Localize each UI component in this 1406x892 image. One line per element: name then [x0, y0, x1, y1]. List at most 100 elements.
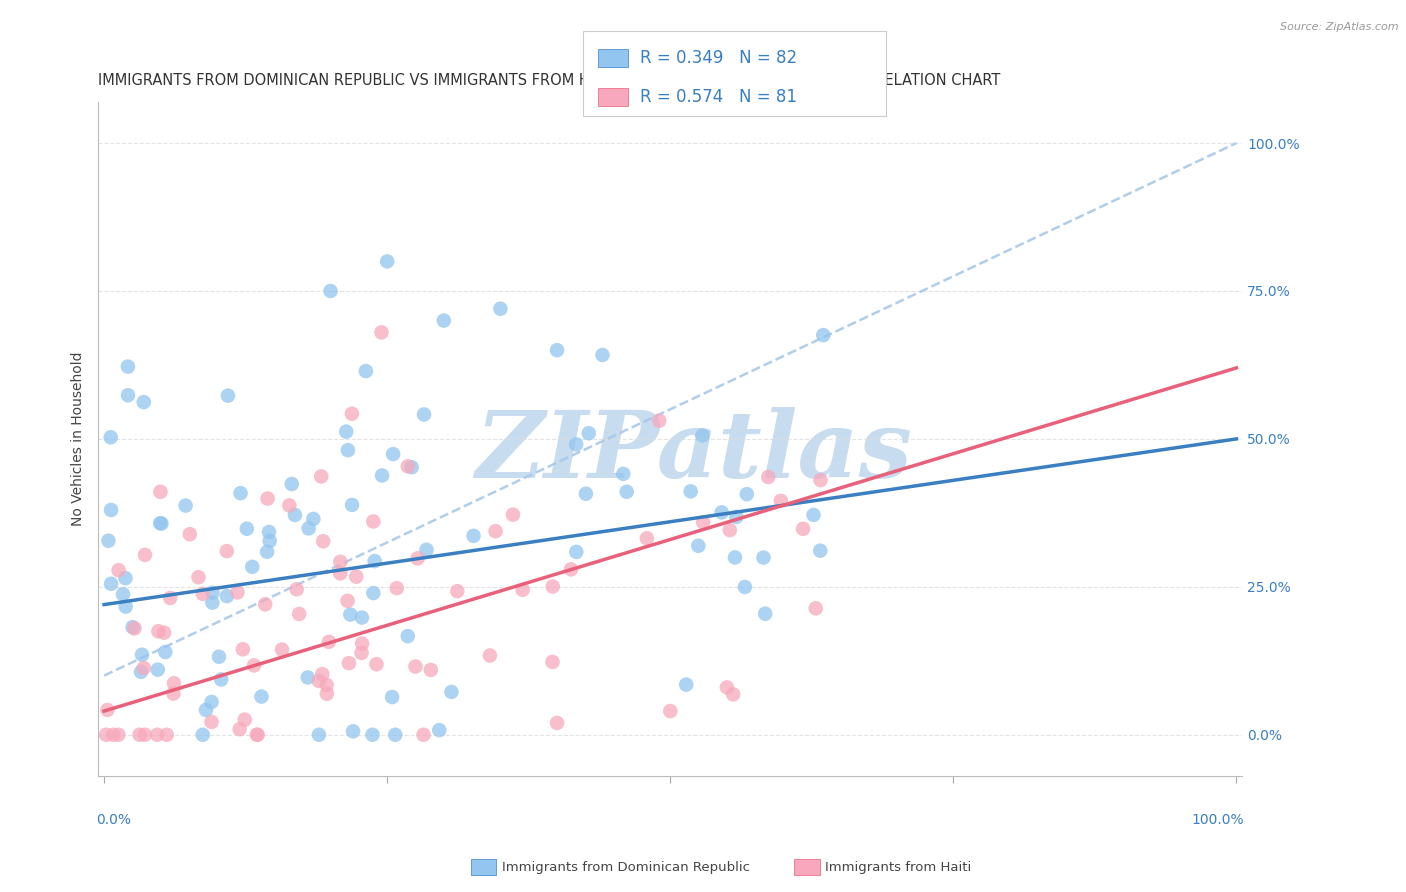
Point	[769, 493, 792, 508]
Point	[363, 554, 385, 568]
Point	[792, 522, 814, 536]
Point	[100, 576, 122, 591]
Point	[97, 533, 120, 548]
Point	[132, 661, 155, 675]
Point	[208, 649, 231, 664]
Point	[200, 695, 222, 709]
Point	[440, 685, 463, 699]
Point	[803, 508, 825, 522]
Point	[350, 646, 373, 660]
Point	[385, 581, 408, 595]
Point	[200, 714, 222, 729]
Point	[285, 582, 308, 597]
Point	[734, 580, 756, 594]
Point	[502, 508, 524, 522]
Point	[648, 414, 671, 428]
Point	[412, 728, 434, 742]
Point	[117, 359, 139, 374]
Point	[350, 610, 373, 624]
Point	[354, 364, 377, 378]
Point	[725, 509, 748, 524]
Point	[232, 642, 254, 657]
Point	[463, 529, 485, 543]
Point	[187, 570, 209, 584]
Text: IMMIGRANTS FROM DOMINICAN REPUBLIC VS IMMIGRANTS FROM HAITI NO VEHICLES IN HOUSE: IMMIGRANTS FROM DOMINICAN REPUBLIC VS IM…	[98, 73, 1001, 88]
Point	[278, 499, 301, 513]
Point	[288, 607, 311, 621]
Point	[250, 690, 273, 704]
Text: R = 0.349   N = 82: R = 0.349 N = 82	[640, 49, 797, 67]
Point	[340, 407, 363, 421]
Point	[575, 487, 598, 501]
Point	[810, 473, 832, 487]
Point	[735, 487, 758, 501]
Point	[541, 655, 564, 669]
Point	[311, 667, 333, 681]
Point	[236, 522, 259, 536]
Point	[96, 703, 118, 717]
Point	[246, 728, 269, 742]
Point	[107, 563, 129, 577]
Point	[149, 484, 172, 499]
Point	[114, 599, 136, 614]
Point	[675, 677, 697, 691]
Text: Immigrants from Dominican Republic: Immigrants from Dominican Republic	[502, 861, 749, 873]
Point	[259, 533, 281, 548]
Point	[352, 636, 374, 650]
Point	[217, 389, 239, 403]
Point	[117, 388, 139, 402]
Point	[366, 657, 388, 672]
Point	[163, 676, 186, 690]
Point	[659, 704, 682, 718]
Point	[150, 516, 173, 531]
Text: ZIPatlas: ZIPatlas	[475, 408, 911, 498]
Point	[243, 658, 266, 673]
Point	[363, 515, 385, 529]
Point	[382, 447, 405, 461]
Point	[257, 524, 280, 539]
Point	[146, 728, 169, 742]
Point	[256, 491, 278, 506]
Point	[371, 468, 394, 483]
Point	[124, 621, 146, 635]
Point	[318, 635, 340, 649]
Point	[565, 437, 588, 451]
Point	[111, 587, 134, 601]
Point	[716, 681, 738, 695]
Point	[195, 703, 218, 717]
Point	[756, 470, 779, 484]
Point	[201, 596, 224, 610]
Point	[329, 566, 352, 581]
Point	[121, 620, 143, 634]
Text: 0.0%: 0.0%	[96, 814, 131, 827]
Point	[132, 395, 155, 409]
Point	[146, 663, 169, 677]
Point	[271, 642, 294, 657]
Text: Source: ZipAtlas.com: Source: ZipAtlas.com	[1281, 22, 1399, 32]
Point	[342, 724, 364, 739]
Point	[636, 532, 658, 546]
Point	[591, 348, 613, 362]
Point	[215, 544, 238, 558]
Point	[100, 430, 122, 444]
Point	[100, 503, 122, 517]
Point	[335, 425, 357, 439]
Point	[153, 625, 176, 640]
Point	[107, 728, 129, 742]
Point	[336, 594, 359, 608]
Point	[129, 665, 152, 679]
Point	[384, 728, 406, 742]
Point	[489, 301, 512, 316]
Point	[201, 585, 224, 599]
Point	[128, 728, 150, 742]
Point	[427, 723, 450, 737]
Point	[309, 469, 332, 483]
Point	[229, 486, 252, 500]
Point	[246, 728, 269, 742]
Point	[484, 524, 506, 539]
Point	[233, 713, 256, 727]
Point	[339, 607, 361, 622]
Point	[396, 629, 419, 643]
Point	[308, 673, 330, 688]
Point	[191, 728, 214, 742]
